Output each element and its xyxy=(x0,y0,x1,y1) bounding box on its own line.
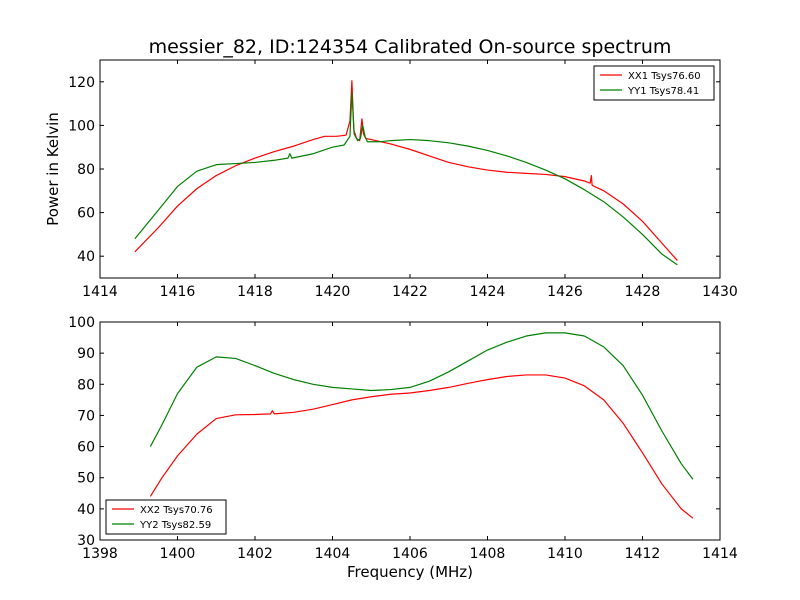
x-tick-label: 1414 xyxy=(82,284,118,300)
x-tick-label: 1404 xyxy=(315,546,351,562)
y-tick-label: 60 xyxy=(77,440,95,456)
series-line-yy-panel-2 xyxy=(149,332,694,480)
x-tick-label: 1398 xyxy=(82,546,118,562)
y-axis-label: Power in Kelvin xyxy=(44,112,62,226)
y-tick-label: 80 xyxy=(77,377,95,393)
y-tick-label: 50 xyxy=(77,471,95,487)
legend-entry-label: YY2 Tsys82.59 xyxy=(139,520,211,531)
legend: XX2 Tsys70.76 YY2 Tsys82.59 xyxy=(105,499,227,535)
y-tick-label: 80 xyxy=(77,162,95,178)
bottom-panel: 1398 1400 1402 1404 1406 1408 1410 1412 1414 30 40… xyxy=(68,315,738,562)
top-panel: 1414 1416 1418 1420 1422 1424 1426 1428 1430 40 60… xyxy=(44,59,738,300)
x-tick-label: 1416 xyxy=(160,284,196,300)
x-tick-label: 1422 xyxy=(392,284,428,300)
x-tick-label: 1410 xyxy=(547,546,583,562)
x-tick-label: 1408 xyxy=(470,546,506,562)
legend-entry-label: XX2 Tsys70.76 xyxy=(140,505,213,516)
y-tick-label: 30 xyxy=(77,533,95,549)
x-tick-label: 1406 xyxy=(392,546,428,562)
x-tick-label: 1424 xyxy=(470,284,506,300)
y-tick-label: 120 xyxy=(68,75,95,91)
legend: XX1 Tsys76.60 YY1 Tsys78.41 xyxy=(593,65,715,101)
series-line-xx-panel-2 xyxy=(149,374,694,519)
x-tick-label: 1414 xyxy=(702,546,738,562)
x-tick-label: 1430 xyxy=(702,284,738,300)
x-tick-label: 1402 xyxy=(237,546,273,562)
legend-box xyxy=(593,65,715,101)
y-tick-label: 100 xyxy=(68,315,95,331)
x-tick-label: 1418 xyxy=(237,284,273,300)
y-tick-label: 40 xyxy=(77,249,95,265)
y-tick-label: 70 xyxy=(77,408,95,424)
y-tick-label: 90 xyxy=(77,346,95,362)
legend-box xyxy=(105,499,227,535)
series-line-yy-panel-1 xyxy=(134,92,678,266)
x-tick-label: 1426 xyxy=(547,284,583,300)
y-tick-label: 100 xyxy=(68,118,95,134)
legend-entry-label: YY1 Tsys78.41 xyxy=(627,86,699,97)
x-tick-label: 1412 xyxy=(625,546,661,562)
y-tick-label: 40 xyxy=(77,502,95,518)
figure-title: messier_82, ID:124354 Calibrated On-sour… xyxy=(149,36,672,58)
x-tick-label: 1420 xyxy=(315,284,351,300)
legend-entry-label: XX1 Tsys76.60 xyxy=(628,71,701,82)
x-axis-label: Frequency (MHz) xyxy=(347,563,473,581)
x-tick-label: 1400 xyxy=(160,546,196,562)
x-tick-label: 1428 xyxy=(625,284,661,300)
y-tick-label: 60 xyxy=(77,206,95,222)
